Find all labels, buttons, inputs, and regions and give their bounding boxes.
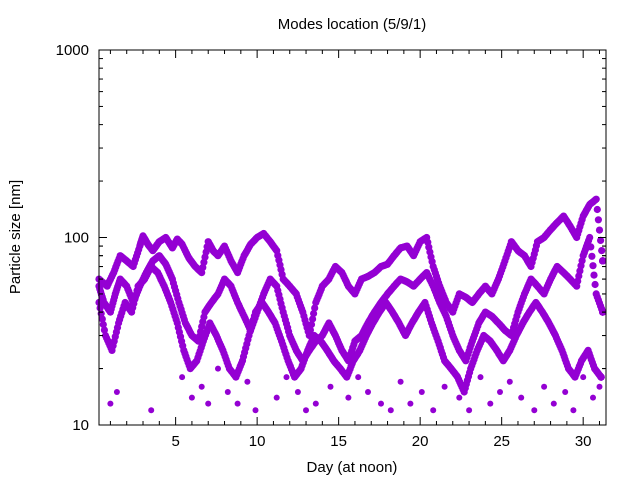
y-tick-label: 10 <box>72 417 89 434</box>
data-point <box>113 389 120 395</box>
x-tick-label: 30 <box>575 433 592 450</box>
data-point <box>588 252 596 260</box>
x-tick-label: 5 <box>171 433 179 450</box>
data-point <box>599 257 607 265</box>
data-point <box>441 383 448 390</box>
data-point <box>562 389 569 395</box>
data-point <box>570 407 577 414</box>
data-point <box>107 400 114 407</box>
data-point <box>310 309 318 318</box>
y-axis-label: Particle size [nm] <box>7 180 24 294</box>
data-point <box>580 374 587 381</box>
data-point <box>294 389 301 395</box>
data-point <box>283 374 290 381</box>
data-point <box>307 320 316 329</box>
y-axis-ticks: 10 100 1000 <box>56 42 606 434</box>
data-point <box>591 280 599 289</box>
data-point <box>252 407 259 414</box>
data-point <box>487 400 494 407</box>
data-point <box>188 394 195 401</box>
y-tick-label: 1000 <box>56 42 89 59</box>
data-point <box>597 373 605 381</box>
data-point <box>541 383 548 390</box>
data-point <box>506 378 513 385</box>
data-point <box>598 247 606 255</box>
data-point <box>345 394 352 401</box>
data-point <box>590 271 598 279</box>
data-point <box>594 216 603 224</box>
x-tick-label: 20 <box>412 433 429 450</box>
data-point <box>312 400 319 407</box>
y-tick-label: 100 <box>64 230 89 247</box>
data-point <box>378 400 384 407</box>
data-point <box>593 205 601 214</box>
data-point <box>595 226 604 234</box>
data-point <box>590 394 596 401</box>
data-point <box>96 304 104 312</box>
data-point <box>306 326 314 334</box>
data-point <box>597 236 605 244</box>
data-point <box>531 407 538 414</box>
data-point <box>589 262 597 270</box>
data-point <box>456 394 463 401</box>
data-point <box>387 407 394 414</box>
data-point <box>477 374 484 381</box>
data-point <box>309 315 317 323</box>
data-point <box>418 389 425 395</box>
data-point <box>215 365 221 372</box>
data-point <box>198 383 205 390</box>
data-point <box>518 394 525 401</box>
data-point <box>592 195 600 203</box>
data-point <box>365 389 371 395</box>
data-point <box>100 326 108 334</box>
data-point <box>587 243 595 251</box>
x-axis-label: Day (at noon) <box>307 459 398 476</box>
data-point <box>179 374 186 381</box>
data-point <box>596 383 603 390</box>
data-point <box>148 407 155 414</box>
data-point <box>303 407 309 414</box>
data-point <box>273 394 280 401</box>
x-axis-ticks: 5 10 15 20 25 30 <box>109 50 600 450</box>
data-point <box>311 304 319 312</box>
data-point <box>430 407 437 414</box>
data-point <box>99 320 107 329</box>
data-point <box>586 233 594 242</box>
chart-title: Modes location (5/9/1) <box>278 16 426 33</box>
plot-marks <box>95 195 607 414</box>
data-point <box>244 378 251 385</box>
data-point <box>327 383 334 390</box>
data-point <box>98 315 106 323</box>
data-point <box>224 389 231 395</box>
plot-frame <box>98 49 607 426</box>
data-point <box>550 400 557 407</box>
data-point <box>355 374 362 381</box>
data-point <box>466 407 473 414</box>
data-point <box>234 400 241 407</box>
x-tick-label: 10 <box>249 433 266 450</box>
data-point <box>497 389 503 395</box>
x-tick-label: 15 <box>330 433 347 450</box>
data-point <box>205 400 212 407</box>
x-tick-label: 25 <box>493 433 510 450</box>
data-point <box>397 378 404 385</box>
data-point <box>407 400 414 407</box>
